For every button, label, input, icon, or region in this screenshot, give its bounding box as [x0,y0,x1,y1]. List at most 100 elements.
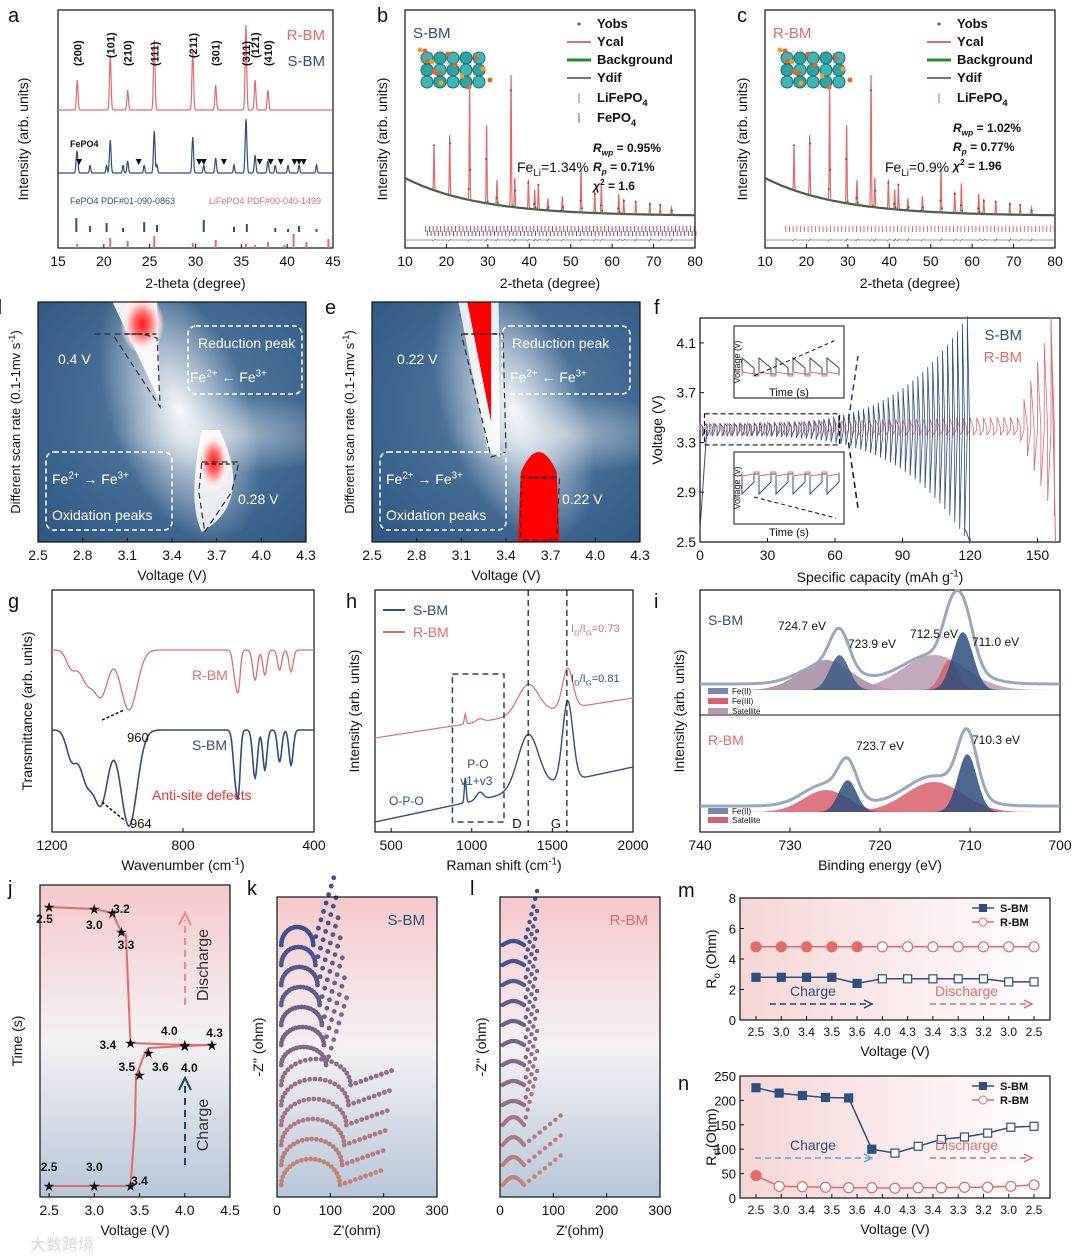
y-axis-label: -Z'' (ohm) [473,1017,489,1076]
label-part: 2+ [206,368,217,379]
eis-point [344,1094,350,1100]
eis-point [377,1130,383,1135]
eis-point [525,1007,530,1012]
po-box [451,673,505,823]
legend-label: S-BM [985,327,1023,344]
oxidation-label: Oxidation peaks [52,507,152,523]
eis-point [533,1056,538,1062]
eis-point [351,1100,356,1106]
yobs-point [628,213,631,216]
yobs-point [985,213,988,216]
oxidation-arrow-label: Fe2+ → Fe3+ [386,470,463,487]
legend-label: Background [957,52,1033,67]
yobs-point [988,213,991,216]
x-tick-label: 25 [142,253,158,269]
eis-point [337,935,343,941]
heatmap-glow [111,394,352,474]
data-point [852,978,862,989]
envelope-line [700,588,1060,686]
yobs-point [663,213,666,216]
eis-point [296,1119,301,1125]
x-tick-label: 3.3 [950,1025,967,1039]
panel-label: c [737,5,747,27]
yobs-point [962,212,965,215]
data-point [1006,1122,1016,1132]
yobs-point [604,212,607,215]
x-tick-label: 200 [595,1202,619,1218]
sbm-spectrum [374,699,634,823]
yobs-point [575,211,578,214]
eis-point [280,1074,286,1080]
fe-li-label: FeLi=0.9% [885,159,949,179]
y-tick-label: 6 [729,922,736,937]
eis-point [288,1104,294,1110]
eis-point [523,1115,529,1120]
yobs-point [570,210,573,213]
label-part: -1 [231,856,240,867]
yobs-point [994,201,997,204]
eis-point [337,1107,343,1113]
yobs-point [692,214,695,217]
yobs-point [630,213,633,216]
eis-point [280,1114,286,1120]
eis-point [384,1070,389,1075]
atom [422,48,428,54]
yobs-point [560,208,563,211]
yobs-point [483,201,486,204]
x-tick-label: 3.0 [1000,1025,1017,1039]
atom [420,75,434,89]
eis-point [374,1111,380,1117]
yobs-point [1026,213,1029,216]
label-part: LiFePO [957,90,1003,105]
eis-point [521,1102,527,1108]
data-point [796,1181,808,1193]
fepo4-marker [277,159,284,165]
x-tick-label: 3.6 [849,1203,866,1217]
eis-point [279,1098,285,1104]
eis-point [523,1075,529,1080]
eis-point [531,904,536,909]
data-point [982,1181,994,1193]
x-tick-label: 40 [521,253,537,269]
yobs-point [885,207,888,210]
fepo4-marker [76,159,83,165]
atom [833,55,839,61]
eis-point [353,1080,359,1086]
x-tick-label: 2.5 [1026,1203,1043,1217]
yobs-point [520,206,522,209]
yobs-point [691,214,694,217]
eis-point [315,925,321,931]
y-tick-label: 2.9 [677,484,697,500]
eis-point [553,1117,558,1123]
label-part: -1 [950,568,959,579]
yobs-point [969,212,972,215]
eis-point [525,987,530,992]
legend-swatch [708,817,728,823]
yobs-point [911,209,914,212]
data-point [750,941,762,953]
data-point [952,941,964,953]
label-part: R [703,978,719,988]
x-tick-label: 2000 [617,837,648,853]
y-tick-label: 0 [729,1013,736,1028]
legend-label: S-BM [1000,1081,1028,1093]
eis-point [290,1161,296,1167]
data-point [936,1134,946,1145]
yobs-point [538,208,541,211]
eis-point [333,1061,339,1067]
x-axis-label: Specific capacity (mAh g-1) [797,568,964,585]
eis-point [338,1064,343,1070]
y-tick-label: 0 [729,1191,736,1206]
eis-point [331,1037,337,1043]
discharge-arrow-head [1023,1153,1034,1163]
eis-point [533,916,538,921]
x-tick-label: 4.0 [586,547,606,563]
label-part: G [586,678,592,687]
eis-point [328,912,334,917]
x-axis-label: Voltage (V) [860,1043,929,1059]
yobs-point [929,210,932,213]
x-tick-label: 4.5 [220,1202,240,1218]
x-tick-label: 3.1 [118,547,138,563]
eis-point [295,1139,301,1145]
yobs-point [1014,213,1017,216]
